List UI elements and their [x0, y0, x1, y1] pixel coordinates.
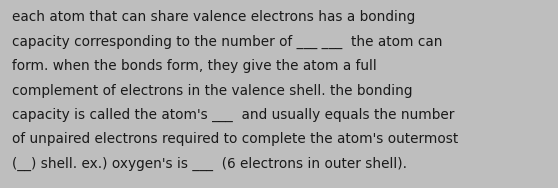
Text: each atom that can share valence electrons has a bonding: each atom that can share valence electro…: [12, 10, 415, 24]
Text: (__) shell. ex.) oxygen's is ___  (6 electrons in outer shell).: (__) shell. ex.) oxygen's is ___ (6 elec…: [12, 157, 407, 171]
Text: capacity corresponding to the number of ___ ___  the atom can: capacity corresponding to the number of …: [12, 35, 442, 49]
Text: of unpaired electrons required to complete the atom's outermost: of unpaired electrons required to comple…: [12, 133, 458, 146]
Text: form. when the bonds form, they give the atom a full: form. when the bonds form, they give the…: [12, 59, 377, 73]
Text: complement of electrons in the valence shell. the bonding: complement of electrons in the valence s…: [12, 83, 412, 98]
Text: capacity is called the atom's ___  and usually equals the number: capacity is called the atom's ___ and us…: [12, 108, 454, 122]
